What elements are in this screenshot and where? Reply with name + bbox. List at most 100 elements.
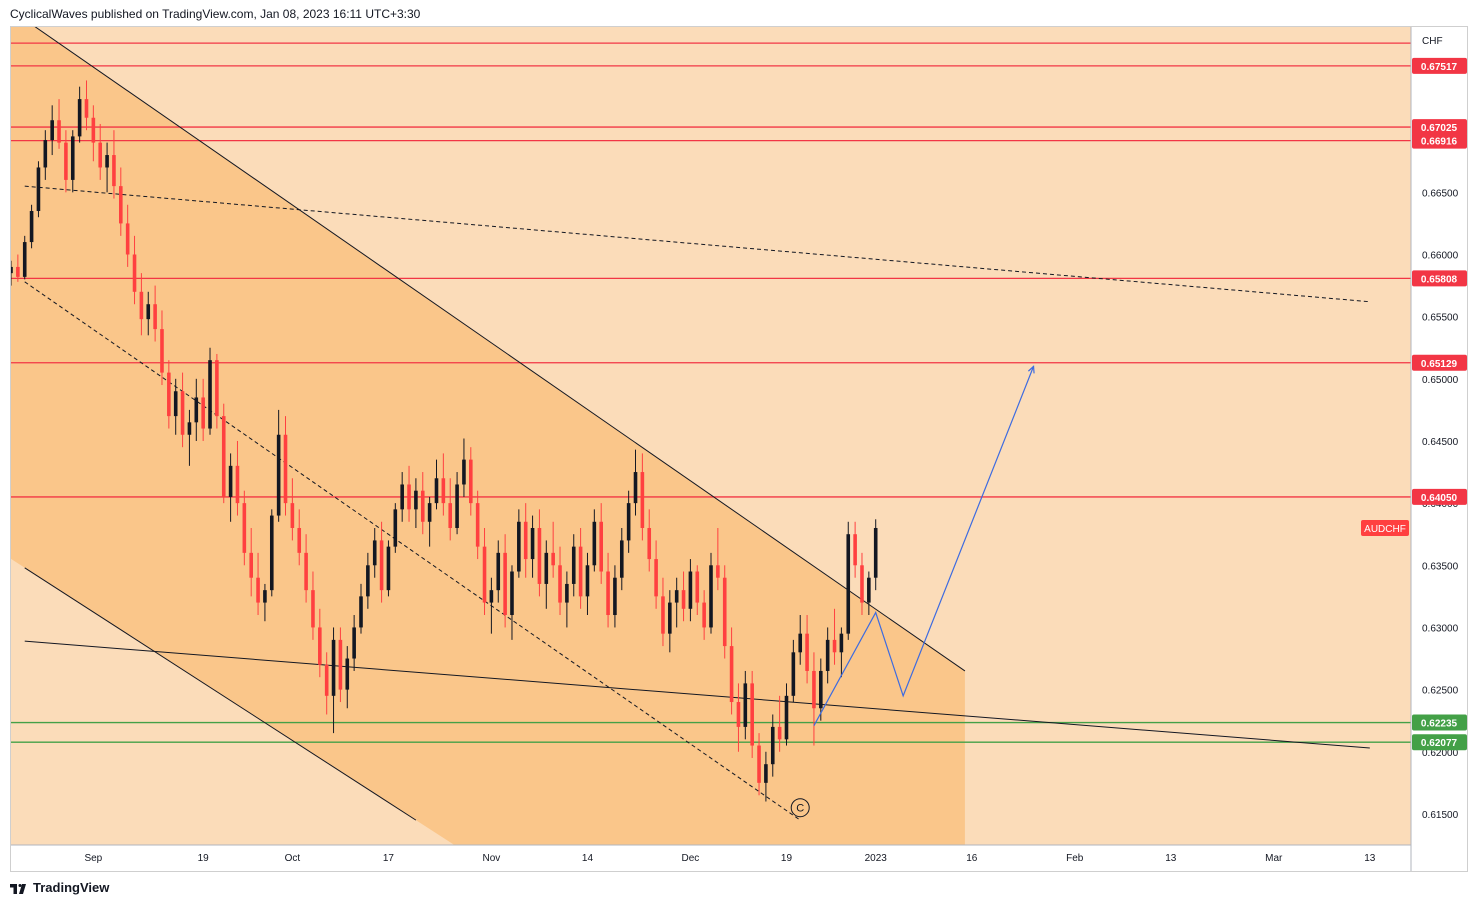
candle-body [668,602,672,634]
candle-body [297,527,302,553]
symbol-badge: AUDCHF [1361,519,1409,536]
candle-body [757,745,761,783]
price-tick-label: 0.62000 [1422,748,1459,759]
candle-body [112,155,116,187]
tradingview-logo-icon [10,883,26,894]
candle-body [98,142,103,168]
brand-name: TradingView [33,880,110,895]
candle-body [688,571,693,609]
time-tick-label: 19 [198,853,210,864]
candle-body [523,521,528,560]
candle-body [784,695,789,740]
candle-body [805,633,809,671]
candle-body [839,633,844,653]
candle-body [345,658,350,690]
candle-body [517,521,521,572]
currency-label: CHF [1422,36,1443,47]
chart-area[interactable]: C CHF 0.61500 0.62000 0.62500 0.63000 0.6350… [10,26,1468,872]
wave-label-text: C [796,803,804,815]
candle-body [256,577,260,603]
candlesticks [11,80,878,802]
candle-body [132,254,137,292]
candle-body [469,459,473,504]
candle-body [626,503,631,541]
candle-body [571,546,576,584]
candle-body [578,546,583,597]
candle-body [510,571,514,616]
candle-body [819,670,823,709]
candle-body [681,590,686,609]
level-price-badge [1412,734,1467,751]
candle-body [846,534,851,634]
candle-body [379,540,384,591]
candle-body [70,136,75,180]
candle-body [276,434,281,516]
candle-body [304,552,308,591]
candle-body [221,416,226,497]
level-price-badge [1412,119,1467,136]
tradingview-logo[interactable]: TradingView [10,880,109,895]
symbol-badge-label: AUDCHF [1364,524,1406,535]
candle-body [22,242,27,277]
level-price-badge [1412,132,1467,149]
candle-body [77,99,82,137]
candle-body [709,565,713,628]
candle-body [167,372,171,417]
price-tick-label: 0.62500 [1422,686,1459,697]
time-tick-label: Nov [482,853,500,864]
time-tick-label: 19 [781,853,793,864]
time-tick-label: 17 [383,853,395,864]
price-tick-label: 0.65500 [1422,313,1459,324]
candle-body [359,596,363,628]
candle-body [249,552,253,578]
candle-body [64,142,68,180]
price-tick-label: 0.61500 [1422,810,1459,821]
candle-body [764,764,768,783]
price-tick-label: 0.63500 [1422,561,1459,572]
candle-body [393,509,398,547]
trendline [24,281,801,821]
candle-body [867,577,871,603]
candle-body [770,726,775,765]
candle-body [606,571,610,616]
candle-body [812,670,816,709]
candle-body [125,223,130,255]
candle-body [372,540,377,566]
candle-body [43,140,48,168]
candle-body [400,484,404,510]
level-price-badge [1412,488,1467,505]
candle-body [208,360,212,429]
price-tick-label: 0.64500 [1422,437,1459,448]
candle-body [530,527,535,560]
candle-body [146,304,151,320]
horizontal-levels [11,42,1411,743]
candle-body [489,590,494,603]
candle-body [153,304,157,330]
projection-arrowhead [1027,365,1035,374]
candle-body [647,527,652,560]
candle-body [565,583,569,603]
candle-body [558,565,562,603]
level-price-label: 0.62077 [1421,738,1458,749]
candle-body [235,465,240,504]
candle-body [503,552,507,616]
candle-body [873,527,878,578]
candle-body [338,639,343,690]
channel-border [24,567,417,821]
time-tick-label: 13 [1165,853,1177,864]
candle-body [613,577,617,616]
time-axis[interactable]: Sep 19 Oct 17 Nov 14 Dec 19 2023 16 Feb 13 Mar 13 [84,853,1375,864]
price-chart[interactable]: C CHF 0.61500 0.62000 0.62500 0.63000 0.6350… [11,27,1468,872]
publish-info: CyclicalWaves published on TradingView.c… [10,7,421,21]
candle-body [105,155,109,168]
candle-body [180,391,185,435]
candle-body [599,521,603,572]
time-tick-label: Feb [1066,853,1084,864]
price-axis[interactable]: CHF 0.61500 0.62000 0.62500 0.63000 0.63500 0… [1412,36,1467,821]
time-tick-label: Dec [682,853,700,864]
time-tick-label: Oct [285,853,301,864]
level-price-badge [1412,270,1467,287]
level-price-label: 0.62235 [1421,719,1458,730]
level-price-label: 0.66916 [1421,137,1458,148]
candle-body [139,291,144,320]
